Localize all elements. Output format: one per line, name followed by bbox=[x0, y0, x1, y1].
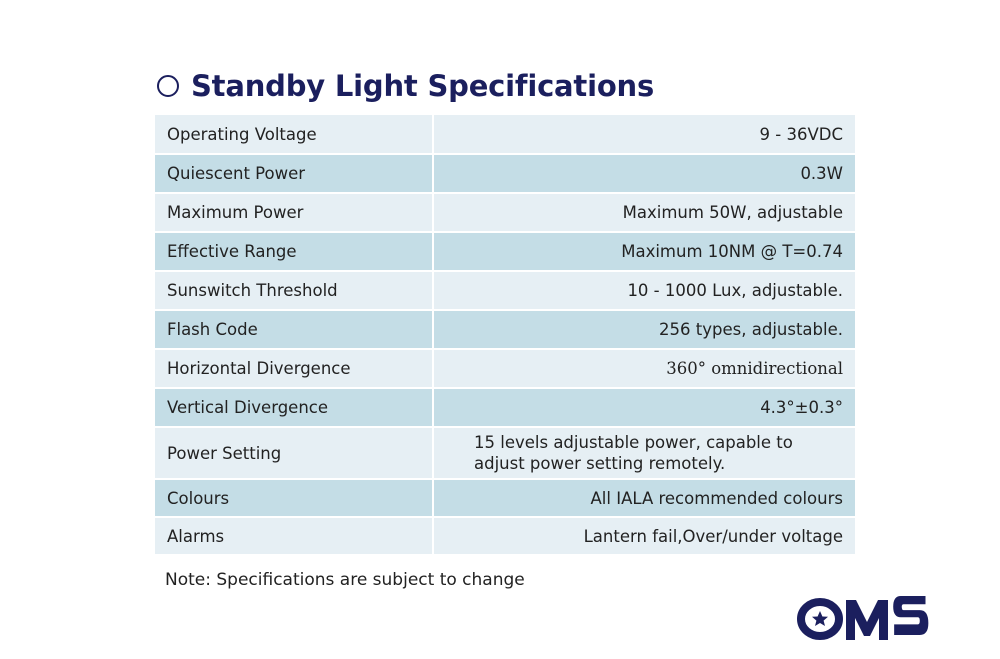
oms-logo bbox=[797, 596, 929, 640]
disclaimer-note: Note: Specifications are subject to chan… bbox=[165, 570, 525, 590]
table-row: Sunswitch Threshold 10 - 1000 Lux, adjus… bbox=[155, 271, 855, 311]
table-row: Colours All IALA recommended colours bbox=[155, 479, 855, 518]
spec-label: Effective Range bbox=[155, 232, 434, 272]
spec-value: 360° omnidirectional bbox=[433, 349, 855, 389]
spec-value: Maximum 10NM @ T=0.74 bbox=[433, 232, 855, 272]
specifications-table: Operating Voltage 9 - 36VDC Quiescent Po… bbox=[155, 115, 855, 556]
spec-label: Colours bbox=[155, 479, 434, 518]
table-row: Alarms Lantern fail,Over/under voltage bbox=[155, 517, 855, 556]
spec-value: All IALA recommended colours bbox=[433, 479, 855, 518]
page-title: Standby Light Specifications bbox=[191, 69, 655, 103]
spec-label: Power Setting bbox=[155, 427, 434, 480]
table-row: Effective Range Maximum 10NM @ T=0.74 bbox=[155, 232, 855, 272]
spec-value: Maximum 50W, adjustable bbox=[433, 193, 855, 233]
table-row: Quiescent Power 0.3W bbox=[155, 154, 855, 194]
spec-label: Horizontal Divergence bbox=[155, 349, 434, 389]
spec-value: 256 types, adjustable. bbox=[433, 310, 855, 350]
spec-label: Vertical Divergence bbox=[155, 388, 434, 428]
star-icon bbox=[812, 611, 828, 626]
spec-value: 4.3°±0.3° bbox=[433, 388, 855, 428]
table-row: Horizontal Divergence 360° omnidirection… bbox=[155, 349, 855, 389]
spec-label: Maximum Power bbox=[155, 193, 434, 233]
table-row: Maximum Power Maximum 50W, adjustable bbox=[155, 193, 855, 233]
table-row: Vertical Divergence 4.3°±0.3° bbox=[155, 388, 855, 428]
spec-value: 0.3W bbox=[433, 154, 855, 194]
spec-value: Lantern fail,Over/under voltage bbox=[433, 517, 855, 556]
spec-label: Operating Voltage bbox=[155, 115, 434, 155]
table-row: Operating Voltage 9 - 36VDC bbox=[155, 115, 855, 155]
table-row: Power Setting 15 levels adjustable power… bbox=[155, 427, 855, 480]
spec-label: Flash Code bbox=[155, 310, 434, 350]
spec-value: 9 - 36VDC bbox=[433, 115, 855, 155]
spec-label: Sunswitch Threshold bbox=[155, 271, 434, 311]
table-row: Flash Code 256 types, adjustable. bbox=[155, 310, 855, 350]
spec-value: 15 levels adjustable power, capable to a… bbox=[433, 427, 855, 480]
page-title-block: Standby Light Specifications bbox=[157, 66, 654, 106]
spec-label: Alarms bbox=[155, 517, 434, 556]
spec-label: Quiescent Power bbox=[155, 154, 434, 194]
spec-value: 10 - 1000 Lux, adjustable. bbox=[433, 271, 855, 311]
circle-bullet-icon bbox=[157, 75, 179, 97]
